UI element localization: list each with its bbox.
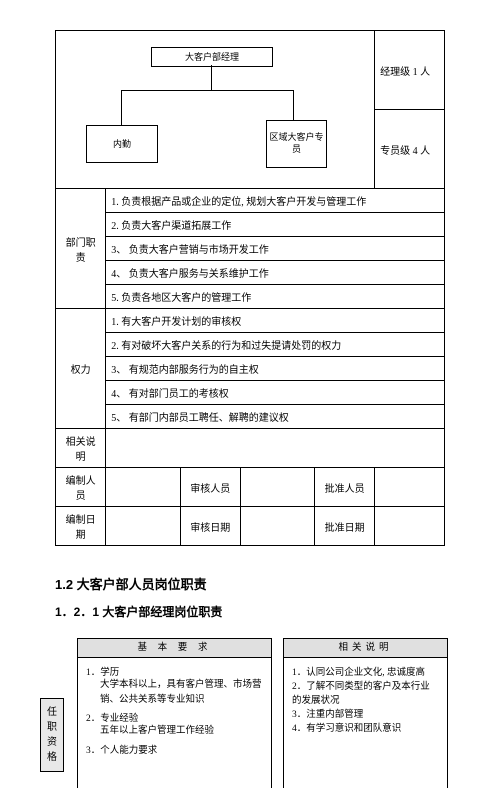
sig-r2c1: 编制日期 [56,507,106,546]
req-left-2-sub: 五年以上客户管理工作经验 [86,724,263,739]
side-cell-2: 专员级 4 人 [375,110,445,189]
org-line [121,90,294,91]
org-left-box: 内勤 [86,125,158,163]
basic-requirements-body: 1．学历 大学本科以上，具有客户管理、市场营销、公共关系等专业知识 2．专业经验… [78,658,271,762]
notes-header: 相关说明 [284,639,447,658]
sig-r1c2: 审核人员 [180,468,240,507]
dept-duties-label: 部门职责 [56,189,106,309]
sig-r2c3: 批准日期 [315,507,375,546]
org-line [293,90,294,120]
sig-r1c2-val [240,468,314,507]
org-top-box: 大客户部经理 [151,47,273,67]
org-line [211,65,212,90]
sig-r2c3-val [375,507,445,546]
bottom-area: 任职资格 基 本 要 求 1．学历 大学本科以上，具有客户管理、市场营销、公共关… [55,638,445,788]
powers-label: 权力 [56,309,106,429]
power-4: 4、 有对部门员工的考核权 [106,381,445,405]
req-right-3: 注重内部管理 [306,710,363,720]
notes-content [106,429,445,468]
req-left-2: 专业经验 [100,714,138,724]
sig-r2c2-val [240,507,314,546]
power-5: 5、 有部门内部员工聘任、解聘的建议权 [106,405,445,429]
basic-requirements-header: 基 本 要 求 [78,639,271,658]
dept-duty-5: 5. 负责各地区大客户的管理工作 [106,285,445,309]
side-cell-1: 经理级 1 人 [375,31,445,110]
req-left-3: 个人能力要求 [100,746,157,756]
org-chart-cell: 大客户部经理 内勤 区域大客户专员 [56,31,375,189]
notes-body: 1．认同公司企业文化, 忠诚度高 2．了解不同类型的客户及本行业的发展状况 3．… [284,658,447,740]
req-left-1: 学历 [100,668,119,678]
req-right-4: 有学习意识和团队意识 [306,724,401,734]
sig-r2c1-val [106,507,180,546]
org-chart: 大客户部经理 内勤 区域大客户专员 [56,35,374,185]
org-right-box: 区域大客户专员 [266,120,327,168]
page: 大客户部经理 内勤 区域大客户专员 经理级 1 人 专员级 4 人 部门职责 1… [0,0,500,788]
tab-qualification-text: 任职资格 [47,707,57,763]
req-right-2: 了解不同类型的客户及本行业的发展状况 [292,682,430,706]
power-2: 2. 有对破坏大客户关系的行为和过失提请处罚的权力 [106,333,445,357]
org-left-label: 内勤 [113,137,131,150]
section-heading-12: 1.2 大客户部人员岗位职责 [55,574,445,593]
sig-r1c1: 编制人员 [56,468,106,507]
dept-duty-1: 1. 负责根据产品或企业的定位, 规划大客户开发与管理工作 [106,189,445,213]
notes-box: 相关说明 1．认同公司企业文化, 忠诚度高 2．了解不同类型的客户及本行业的发展… [283,638,448,788]
dept-duty-2: 2. 负责大客户渠道拓展工作 [106,213,445,237]
sig-r2c2: 审核日期 [180,507,240,546]
dept-duty-4: 4、 负责大客户服务与关系维护工作 [106,261,445,285]
section-heading-121: 1．2．1 大客户部经理岗位职责 [55,603,445,620]
notes-label: 相关说明 [56,429,106,468]
power-3: 3、 有规范内部服务行为的自主权 [106,357,445,381]
org-right-label: 区域大客户专员 [269,132,324,155]
power-1: 1. 有大客户开发计划的审核权 [106,309,445,333]
req-left-1-sub: 大学本科以上，具有客户管理、市场营销、公共关系等专业知识 [86,678,263,708]
sig-r1c3-val [375,468,445,507]
req-right-1: 认同公司企业文化, 忠诚度高 [306,668,425,678]
org-line [121,90,122,125]
sig-r1c3: 批准人员 [315,468,375,507]
sig-r1c1-val [106,468,180,507]
main-table: 大客户部经理 内勤 区域大客户专员 经理级 1 人 专员级 4 人 部门职责 1… [55,30,445,546]
basic-requirements-box: 基 本 要 求 1．学历 大学本科以上，具有客户管理、市场营销、公共关系等专业知… [77,638,272,788]
tab-qualification: 任职资格 [40,698,64,772]
dept-duty-3: 3、 负责大客户营销与市场开发工作 [106,237,445,261]
